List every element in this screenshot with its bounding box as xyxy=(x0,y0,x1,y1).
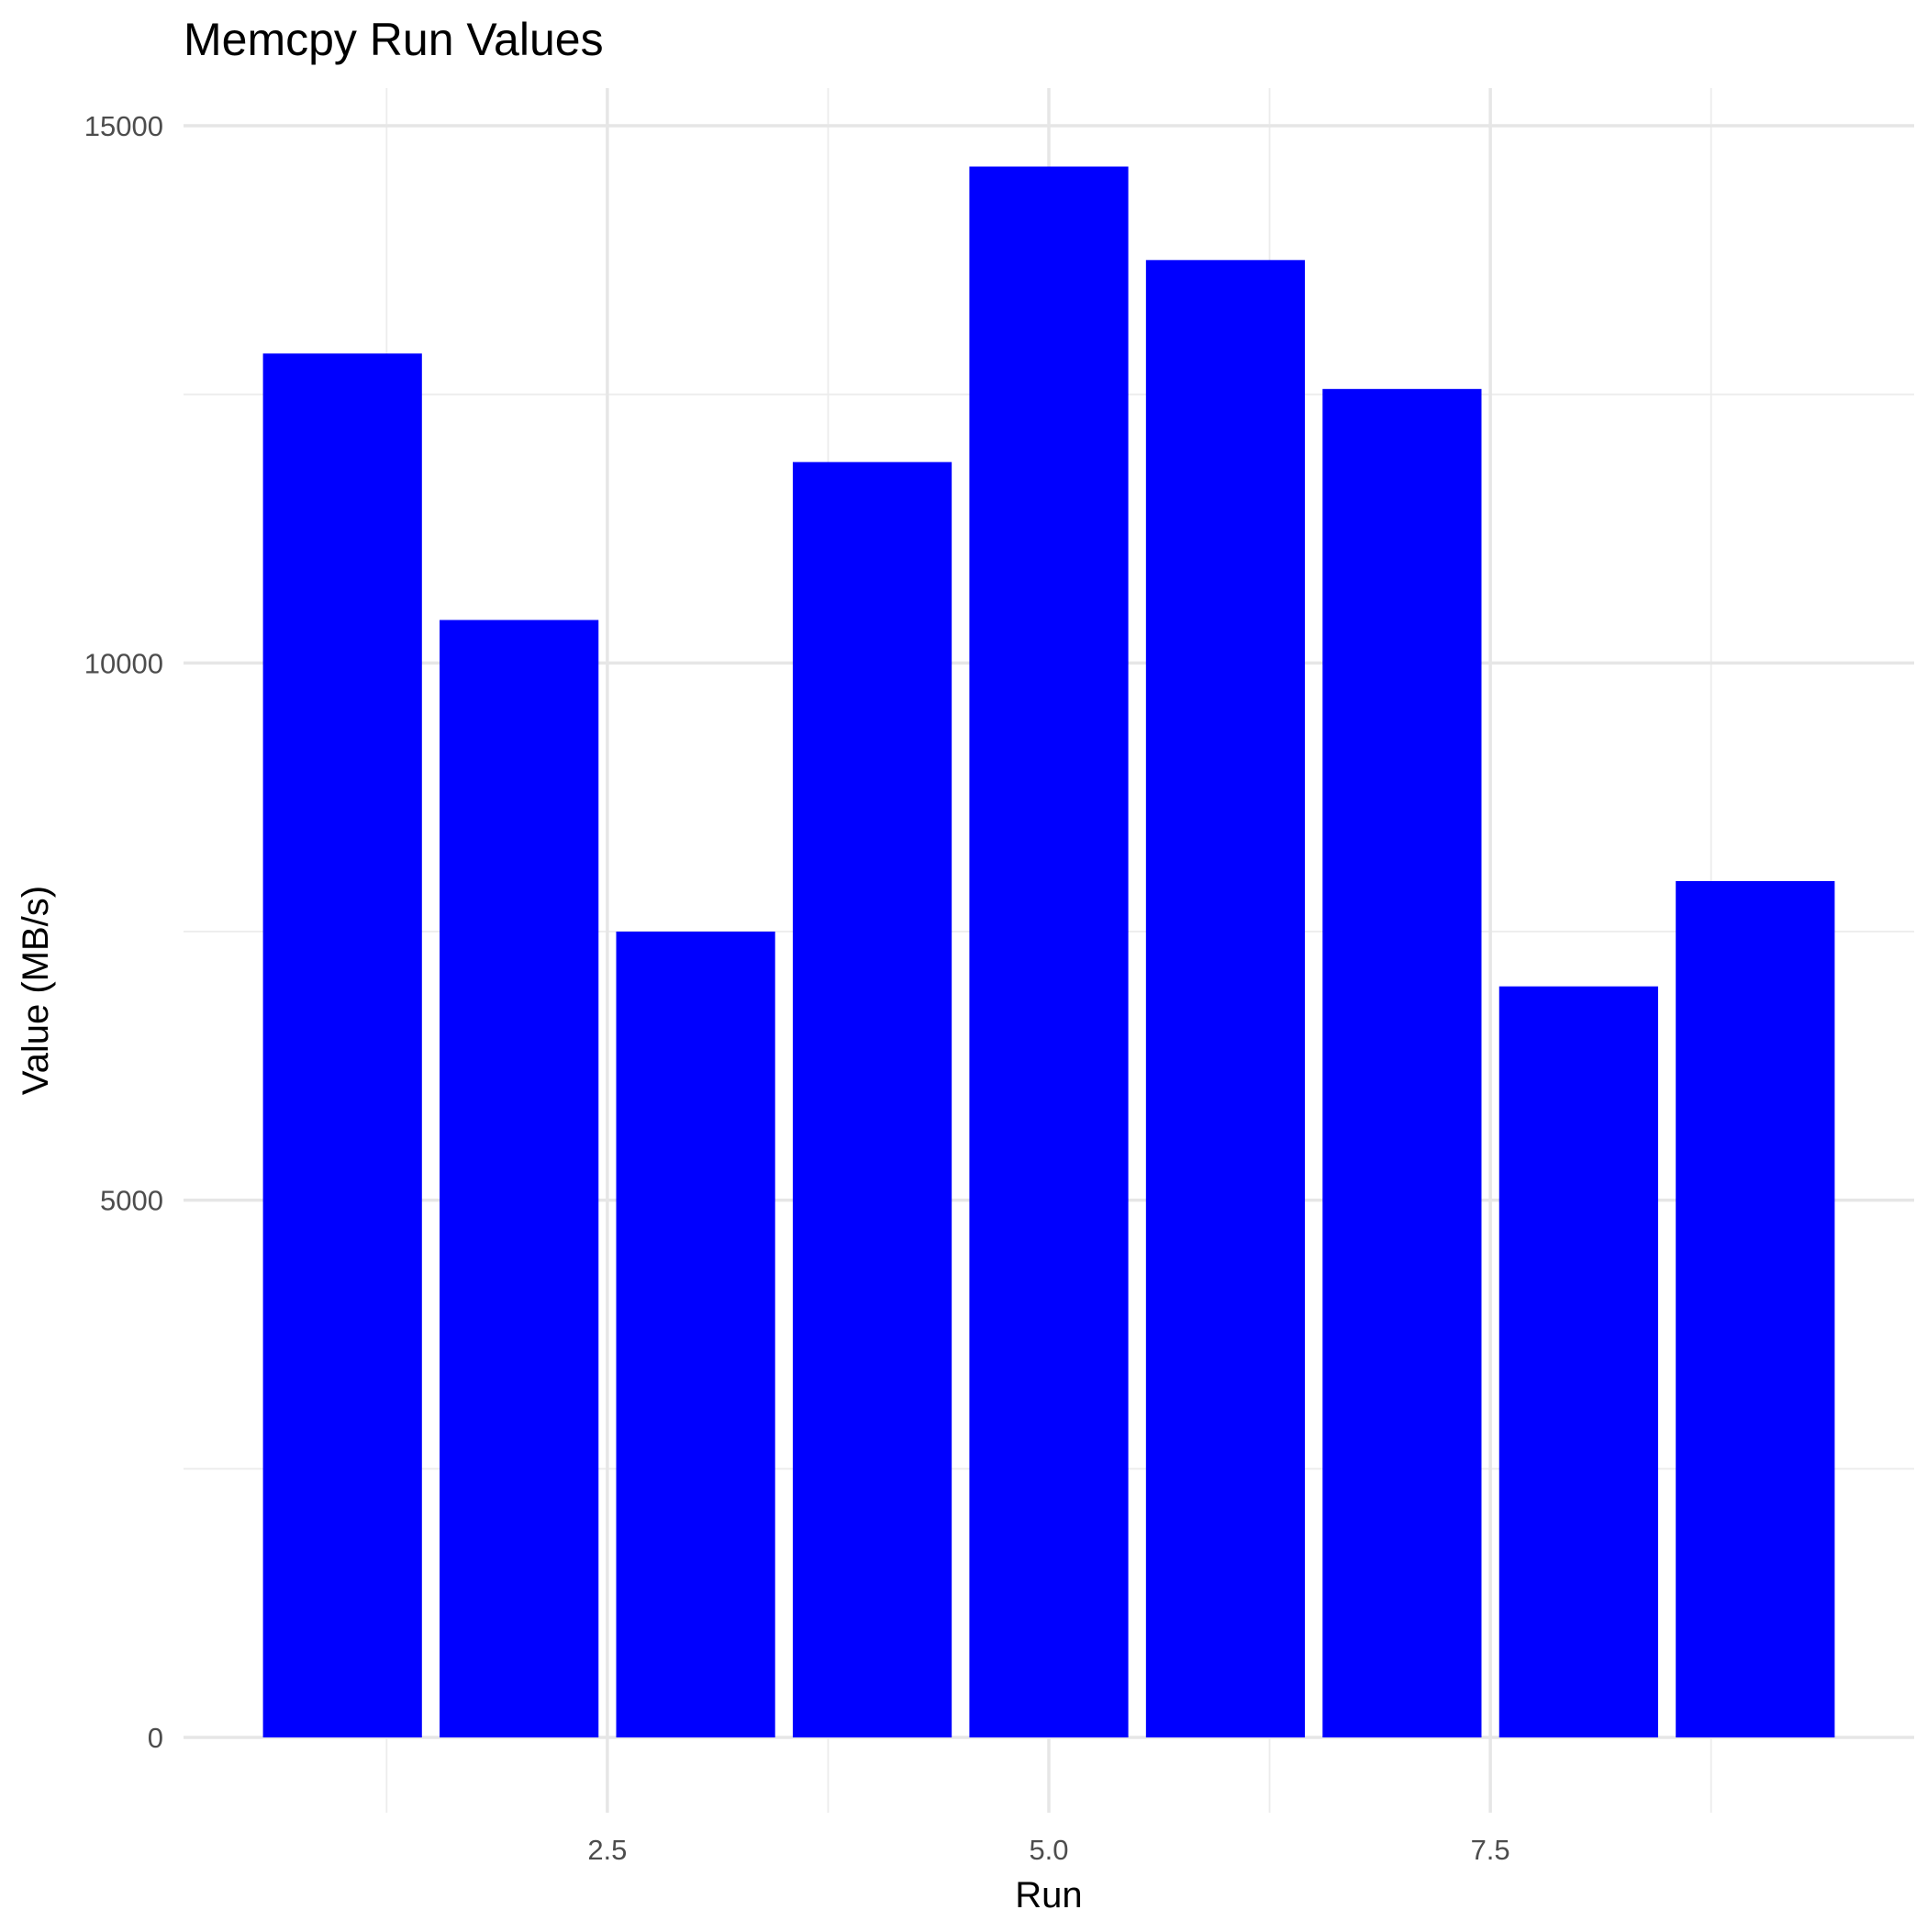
chart-title: Memcpy Run Values xyxy=(184,14,604,65)
bar-run-3 xyxy=(616,932,775,1737)
y-tick-label: 5000 xyxy=(100,1185,163,1217)
bar-run-1 xyxy=(262,353,422,1737)
bar-run-2 xyxy=(440,620,599,1738)
y-tick-label: 15000 xyxy=(84,110,163,142)
tick-labels: 0 5000 10000 15000 2.5 5.0 7.5 xyxy=(84,110,1510,1866)
bar-run-5 xyxy=(969,166,1129,1737)
x-tick-label: 5.0 xyxy=(1029,1834,1068,1866)
bar-run-7 xyxy=(1322,388,1482,1737)
y-tick-label: 0 xyxy=(148,1722,163,1754)
x-tick-label: 2.5 xyxy=(587,1834,627,1866)
bar-run-6 xyxy=(1145,260,1306,1737)
y-axis-title: Value (MB/s) xyxy=(16,886,56,1095)
bar-run-4 xyxy=(792,462,952,1737)
y-tick-label: 10000 xyxy=(84,647,163,679)
x-axis-title: Run xyxy=(1015,1875,1082,1915)
x-tick-label: 7.5 xyxy=(1471,1834,1510,1866)
bar-run-9 xyxy=(1676,880,1835,1737)
bar-run-8 xyxy=(1498,986,1658,1737)
bars xyxy=(262,166,1835,1738)
